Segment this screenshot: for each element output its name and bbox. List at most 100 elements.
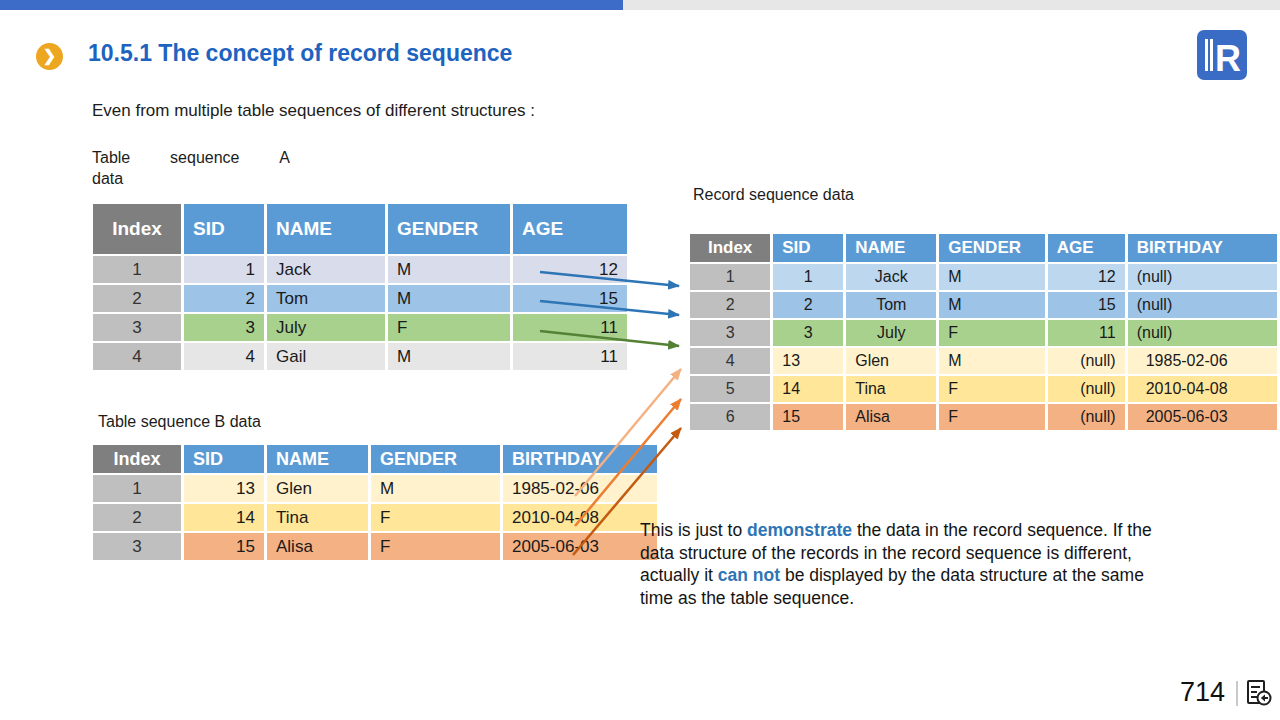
data-cell: 2010-04-08 xyxy=(503,504,657,531)
table-row: 214TinaF2010-04-08 xyxy=(93,504,657,531)
column-header-name: NAME xyxy=(267,204,385,254)
index-cell: 1 xyxy=(690,264,770,290)
data-cell: July xyxy=(846,320,936,346)
data-cell: 15 xyxy=(1048,292,1125,318)
index-cell: 2 xyxy=(93,504,181,531)
header-row: IndexSIDNAMEGENDERAGE xyxy=(93,204,627,254)
data-cell: Jack xyxy=(846,264,936,290)
data-cell: 11 xyxy=(513,343,627,370)
data-cell: Tina xyxy=(267,504,368,531)
index-cell: 1 xyxy=(93,256,181,283)
index-cell: 3 xyxy=(690,320,770,346)
table-sequence-b: IndexSIDNAMEGENDERBIRTHDAY113GlenM1985-0… xyxy=(90,443,660,562)
note-line: This is just to demonstrate the data in … xyxy=(640,519,1252,542)
table-row: 315AlisaF2005-06-03 xyxy=(93,533,657,560)
header-row: IndexSIDNAMEGENDERAGEBIRTHDAY xyxy=(690,234,1277,262)
data-cell: 12 xyxy=(1048,264,1125,290)
index-cell: 2 xyxy=(93,285,181,312)
column-header-sid: SID xyxy=(184,445,264,473)
svg-text:R: R xyxy=(1215,38,1241,79)
column-header-age: AGE xyxy=(513,204,627,254)
table-row: 22TomM15 xyxy=(93,285,627,312)
note-highlight: can not xyxy=(718,565,780,585)
data-cell: F xyxy=(371,533,500,560)
note-line: actually it can not be displayed by the … xyxy=(640,564,1252,587)
header-row: IndexSIDNAMEGENDERBIRTHDAY xyxy=(93,445,657,473)
data-cell: 12 xyxy=(513,256,627,283)
data-cell: 4 xyxy=(184,343,264,370)
data-cell: (null) xyxy=(1048,404,1125,430)
table-row: 113GlenM1985-02-06 xyxy=(93,475,657,502)
data-cell: Glen xyxy=(267,475,368,502)
data-cell: (null) xyxy=(1128,292,1277,318)
return-to-contents-icon[interactable] xyxy=(1244,679,1272,707)
index-cell: 3 xyxy=(93,533,181,560)
table-a-label-word: sequence xyxy=(170,149,239,167)
table-a-label-line2: data xyxy=(92,170,292,188)
data-cell: F xyxy=(939,376,1044,402)
top-accent-bar-gray xyxy=(623,0,1280,10)
data-cell: Jack xyxy=(267,256,385,283)
page-title: 10.5.1 The concept of record sequence xyxy=(88,40,512,67)
data-cell: (null) xyxy=(1048,376,1125,402)
column-header-birthday: BIRTHDAY xyxy=(1128,234,1277,262)
index-cell: 1 xyxy=(93,475,181,502)
column-header-gender: GENDER xyxy=(388,204,510,254)
data-cell: 15 xyxy=(513,285,627,312)
note-text: be displayed by the data structure at th… xyxy=(780,565,1144,585)
data-cell: 15 xyxy=(184,533,264,560)
data-cell: F xyxy=(371,504,500,531)
column-header-name: NAME xyxy=(267,445,368,473)
note-line: data structure of the records in the rec… xyxy=(640,542,1252,565)
data-cell: 2005-06-03 xyxy=(503,533,657,560)
data-cell: M xyxy=(388,285,510,312)
data-cell: M xyxy=(939,348,1044,374)
index-cell: 4 xyxy=(93,343,181,370)
record-table-label: Record sequence data xyxy=(693,186,854,204)
data-cell: Alisa xyxy=(267,533,368,560)
table-row: 11JackM12(null) xyxy=(690,264,1277,290)
data-cell: (null) xyxy=(1128,320,1277,346)
column-header-gender: GENDER xyxy=(371,445,500,473)
table-a-label: Table sequence A data xyxy=(92,149,292,188)
index-cell: 2 xyxy=(690,292,770,318)
note-text: This is just to xyxy=(640,520,747,540)
data-cell: 13 xyxy=(773,348,843,374)
table-a-label-word: A xyxy=(279,149,290,167)
chevron-right-icon: ❯ xyxy=(43,48,56,64)
table-a-label-word: Table xyxy=(92,149,130,167)
table-sequence-a: IndexSIDNAMEGENDERAGE11JackM1222TomM1533… xyxy=(90,202,630,372)
data-cell: 1 xyxy=(773,264,843,290)
data-cell: 2 xyxy=(773,292,843,318)
table-row: 11JackM12 xyxy=(93,256,627,283)
table-row: 413GlenM(null)1985-02-06 xyxy=(690,348,1277,374)
index-cell: 4 xyxy=(690,348,770,374)
column-header-index: Index xyxy=(690,234,770,262)
note-paragraph: This is just to demonstrate the data in … xyxy=(640,519,1252,609)
column-header-gender: GENDER xyxy=(939,234,1044,262)
data-cell: 3 xyxy=(184,314,264,341)
data-cell: 14 xyxy=(184,504,264,531)
data-cell: 2010-04-08 xyxy=(1128,376,1277,402)
data-cell: M xyxy=(371,475,500,502)
data-cell: July xyxy=(267,314,385,341)
table-row: 33JulyF11(null) xyxy=(690,320,1277,346)
index-cell: 3 xyxy=(93,314,181,341)
record-sequence-table: IndexSIDNAMEGENDERAGEBIRTHDAY11JackM12(n… xyxy=(687,232,1280,432)
top-accent-bar-blue xyxy=(0,0,623,10)
note-text: time as the table sequence. xyxy=(640,588,854,608)
data-cell: Gail xyxy=(267,343,385,370)
index-cell: 5 xyxy=(690,376,770,402)
data-cell: 11 xyxy=(513,314,627,341)
note-text: data structure of the records in the rec… xyxy=(640,543,1132,563)
data-cell: 1985-02-06 xyxy=(503,475,657,502)
data-cell: (null) xyxy=(1128,264,1277,290)
data-cell: 1 xyxy=(184,256,264,283)
note-highlight: demonstrate xyxy=(747,520,852,540)
table-row: 514TinaF(null)2010-04-08 xyxy=(690,376,1277,402)
index-cell: 6 xyxy=(690,404,770,430)
data-cell: M xyxy=(939,292,1044,318)
column-header-age: AGE xyxy=(1048,234,1125,262)
title-bullet-icon: ❯ xyxy=(36,43,63,70)
data-cell: 1985-02-06 xyxy=(1128,348,1277,374)
